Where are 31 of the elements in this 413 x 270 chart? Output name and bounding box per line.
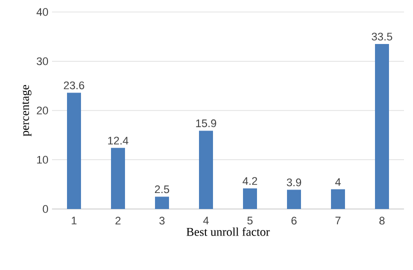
x-tick-label: 4 xyxy=(203,216,209,224)
bar xyxy=(154,196,169,209)
bar xyxy=(67,92,81,209)
y-tick-label: 10 xyxy=(37,156,48,164)
data-label: 12.4 xyxy=(108,136,128,144)
bar xyxy=(242,188,257,209)
y-tick-label: 20 xyxy=(36,106,48,114)
x-tick-label: 5 xyxy=(247,216,253,224)
x-tick-label: 2 xyxy=(116,216,120,224)
x-axis-title: Best unroll factor xyxy=(186,227,270,236)
data-label: 4 xyxy=(335,178,341,186)
data-label: 3.9 xyxy=(286,178,302,186)
x-tick-label: 1 xyxy=(72,216,77,224)
data-label: 15.9 xyxy=(196,119,216,128)
bar xyxy=(286,190,301,209)
bar xyxy=(374,44,389,209)
y-tick-label: 40 xyxy=(36,8,48,16)
bar xyxy=(111,148,125,209)
x-tick-label: 8 xyxy=(379,216,385,225)
x-tick-label: 7 xyxy=(336,216,340,224)
data-label: 23.6 xyxy=(64,82,84,90)
bar xyxy=(330,189,345,209)
y-tick-label: 0 xyxy=(42,205,48,213)
x-tick-label: 3 xyxy=(159,216,165,225)
y-tick-label: 30 xyxy=(36,57,48,66)
data-label: 4.2 xyxy=(242,177,258,185)
data-label: 33.5 xyxy=(372,32,392,40)
y-axis-title: percentage xyxy=(22,85,32,136)
data-label: 2.5 xyxy=(154,185,170,194)
bar xyxy=(198,130,213,209)
x-tick-label: 6 xyxy=(292,216,297,225)
